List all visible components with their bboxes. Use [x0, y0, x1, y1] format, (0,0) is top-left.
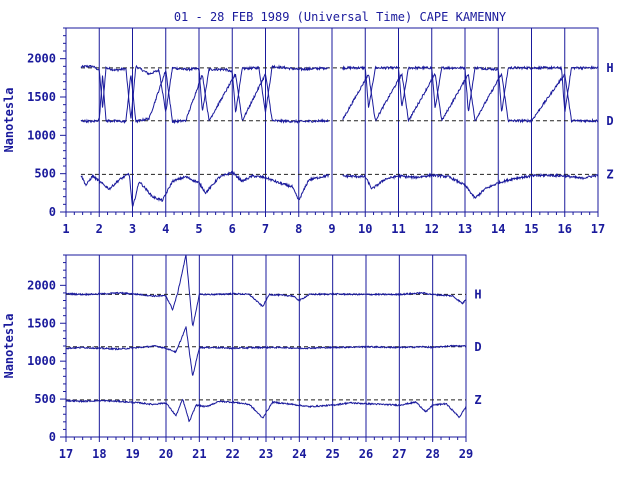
- y-tick-label: 0: [49, 430, 56, 444]
- y-tick-label: 1000: [27, 354, 56, 368]
- x-tick-label: 17: [591, 222, 605, 236]
- x-tick-label: 4: [162, 222, 169, 236]
- y-tick-label: 500: [34, 167, 56, 181]
- x-tick-label: 5: [195, 222, 202, 236]
- y-tick-label: 1000: [27, 128, 56, 142]
- x-tick-label: 26: [359, 447, 373, 461]
- y-tick-label: 0: [49, 205, 56, 219]
- x-tick-label: 1: [62, 222, 69, 236]
- y-axis-label: Nanotesla: [2, 313, 16, 378]
- y-axis-label: Nanotesla: [2, 87, 16, 152]
- x-tick-label: 29: [459, 447, 473, 461]
- y-tick-label: 1500: [27, 90, 56, 104]
- x-tick-label: 2: [96, 222, 103, 236]
- x-tick-label: 14: [491, 222, 505, 236]
- y-tick-label: 500: [34, 392, 56, 406]
- series-h: [65, 254, 467, 327]
- component-label-h: H: [474, 287, 481, 301]
- y-tick-label: 2000: [27, 52, 56, 66]
- x-tick-label: 18: [92, 447, 106, 461]
- x-tick-label: 15: [524, 222, 538, 236]
- x-tick-label: 17: [59, 447, 73, 461]
- x-tick-label: 21: [192, 447, 206, 461]
- chart-title: 01 - 28 FEB 1989 (Universal Time) CAPE K…: [174, 10, 507, 24]
- x-tick-label: 6: [229, 222, 236, 236]
- x-tick-label: 8: [295, 222, 302, 236]
- x-tick-label: 24: [292, 447, 306, 461]
- x-tick-label: 12: [425, 222, 439, 236]
- panel-1: 1 2 3 4 5 6 7 8 9 10 11 12 13 14 15 16 17050010001500200…: [2, 27, 614, 236]
- y-tick-label: 2000: [27, 278, 56, 292]
- component-label-d: D: [606, 114, 613, 128]
- x-tick-label: 22: [225, 447, 239, 461]
- x-tick-label: 19: [125, 447, 139, 461]
- x-tick-label: 20: [159, 447, 173, 461]
- x-tick-label: 13: [458, 222, 472, 236]
- x-tick-label: 28: [425, 447, 439, 461]
- series-z: [65, 398, 467, 423]
- x-tick-label: 7: [262, 222, 269, 236]
- x-tick-label: 27: [392, 447, 406, 461]
- component-label-z: Z: [474, 393, 481, 407]
- series-h: [80, 64, 599, 119]
- series-d: [66, 326, 467, 376]
- x-tick-label: 9: [328, 222, 335, 236]
- x-tick-label: 16: [558, 222, 572, 236]
- component-label-z: Z: [606, 167, 613, 181]
- x-tick-label: 3: [129, 222, 136, 236]
- series-z: [80, 170, 599, 209]
- x-tick-label: 23: [259, 447, 273, 461]
- x-tick-label: 25: [325, 447, 339, 461]
- panel-2: 17 18 19 20 21 22 23 24 25 26 27 28 29 0 500 1000 1500 20…: [2, 254, 482, 461]
- x-tick-label: 11: [391, 222, 405, 236]
- component-label-h: H: [606, 61, 613, 75]
- component-label-d: D: [474, 340, 481, 354]
- series-d: [80, 70, 599, 125]
- x-tick-label: 10: [358, 222, 372, 236]
- y-tick-label: 1500: [27, 316, 56, 330]
